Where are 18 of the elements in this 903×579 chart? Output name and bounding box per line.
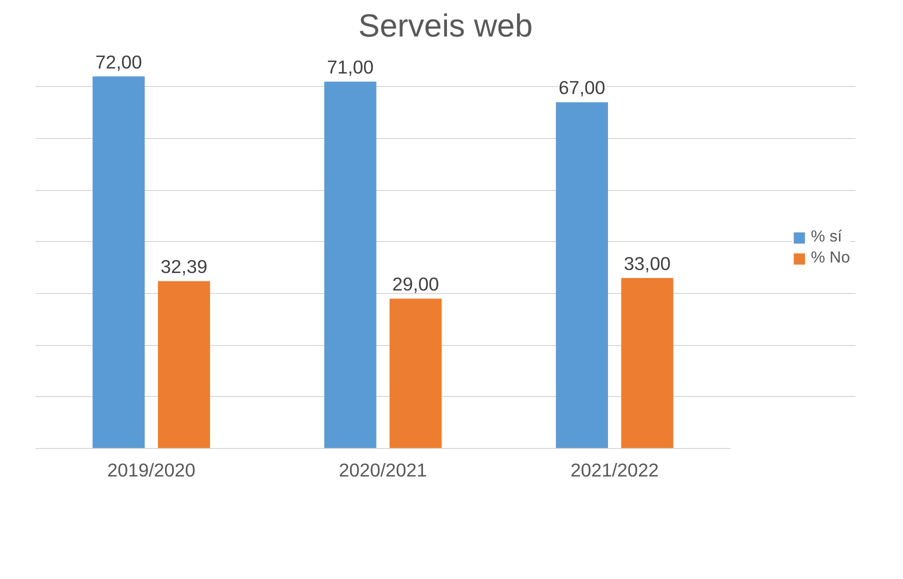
data-label: 71,00: [326, 56, 374, 78]
x-tick-label: 2020/2021: [338, 460, 428, 480]
data-label: 33,00: [624, 252, 671, 274]
data-label: 29,00: [392, 274, 439, 295]
bar: [390, 298, 442, 448]
legend-label: % No: [810, 250, 850, 268]
legend-label: % sí: [810, 228, 842, 246]
data-label: 32,39: [160, 256, 208, 278]
bar: [621, 278, 674, 448]
bar: [556, 102, 608, 448]
x-tick-label: 2021/2022: [570, 460, 659, 480]
data-label: 72,00: [95, 51, 142, 72]
bar: [324, 82, 376, 448]
data-label: 67,00: [558, 77, 606, 98]
bar: [158, 281, 210, 448]
chart-title: Serveis web: [358, 8, 533, 44]
x-tick-label: 2019/2020: [107, 460, 196, 480]
bar: [92, 76, 145, 448]
